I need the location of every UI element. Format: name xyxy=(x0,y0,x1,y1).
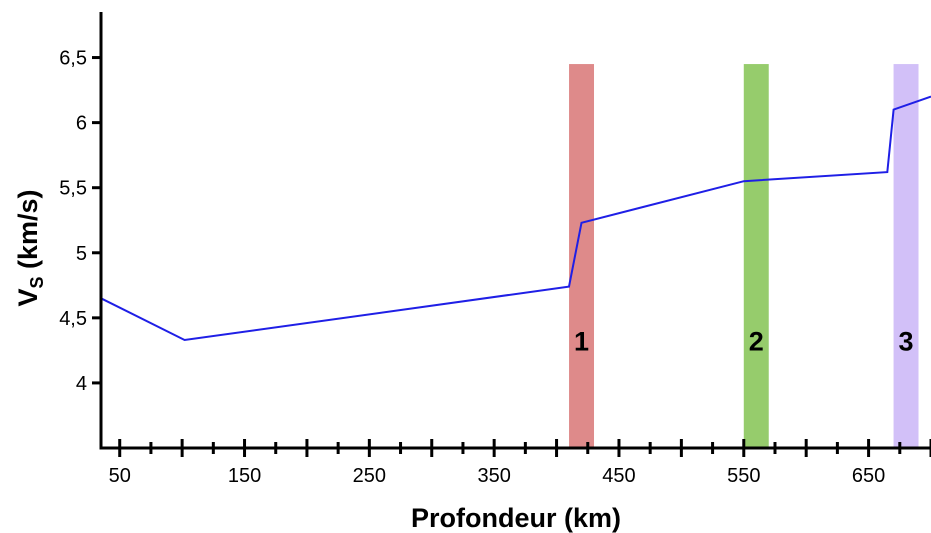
x-tick-label: 50 xyxy=(109,465,131,487)
x-tick-label: 250 xyxy=(353,465,386,487)
y-tick-label: 4 xyxy=(76,373,87,395)
zone-band-1 xyxy=(569,64,595,449)
y-tick-label: 6,5 xyxy=(59,48,87,70)
zone-band-2 xyxy=(743,64,769,449)
y-tick-label: 4,5 xyxy=(59,308,87,330)
x-tick-label: 150 xyxy=(228,465,261,487)
x-tick-label: 650 xyxy=(852,465,885,487)
y-axis-title-main: V xyxy=(13,289,43,307)
ticks-layer xyxy=(92,56,931,457)
y-tick-label: 5,5 xyxy=(59,178,87,200)
zone-band-3 xyxy=(893,64,919,449)
zone-label-1: 1 xyxy=(574,326,589,356)
series-line-0 xyxy=(100,95,931,342)
y-axis-title: VS (km/s) xyxy=(13,189,47,306)
zone-label-2: 2 xyxy=(749,326,764,356)
x-axis-title: Profondeur (km) xyxy=(411,503,621,533)
zones-layer xyxy=(569,64,919,449)
x-tick-label: 450 xyxy=(602,465,635,487)
y-axis-title-subscript: S xyxy=(27,277,47,289)
y-tick-label: 6 xyxy=(76,113,87,135)
y-tick-label: 5 xyxy=(76,243,87,265)
zone-label-3: 3 xyxy=(899,326,914,356)
axes-layer xyxy=(99,12,931,450)
x-tick-label: 350 xyxy=(477,465,510,487)
x-tick-label: 550 xyxy=(727,465,760,487)
line-layer xyxy=(100,95,931,342)
y-axis-title-unit: (km/s) xyxy=(13,189,43,276)
